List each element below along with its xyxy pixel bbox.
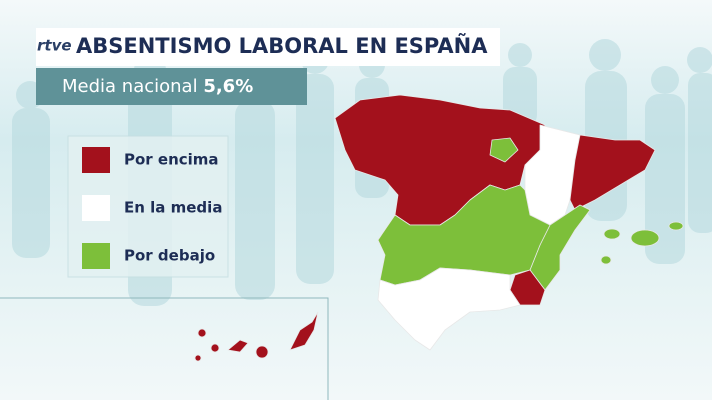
- island: [210, 343, 220, 353]
- island: [197, 328, 207, 338]
- region-la-rioja: [489, 137, 519, 163]
- island: [194, 354, 202, 362]
- inset-frame: [0, 297, 329, 400]
- legend-swatch: [82, 243, 110, 269]
- island: [255, 345, 269, 359]
- legend: Por encima En la media Por debajo: [82, 147, 222, 269]
- island: [227, 339, 249, 353]
- subtitle: Media nacional 5,6%: [62, 76, 253, 97]
- island: [630, 229, 660, 247]
- subtitle-box: [36, 68, 307, 105]
- island: [289, 311, 319, 351]
- island: [603, 228, 621, 240]
- legend-label: En la media: [124, 199, 222, 217]
- region-catalonia: [569, 134, 656, 211]
- subtitle-value: 5,6%: [203, 76, 253, 97]
- island: [600, 255, 612, 265]
- legend-label: Por encima: [124, 151, 219, 169]
- subtitle-label: Media nacional: [62, 76, 198, 97]
- region-andalusia: [377, 267, 521, 351]
- legend-label: Por debajo: [124, 247, 215, 265]
- title: ABSENTISMO LABORAL EN ESPAÑA: [76, 33, 488, 58]
- logo: rtve: [37, 37, 72, 55]
- legend-swatch: [82, 147, 110, 173]
- map: [194, 94, 684, 362]
- island: [668, 221, 684, 231]
- legend-swatch: [82, 195, 110, 221]
- title-box: [36, 28, 500, 66]
